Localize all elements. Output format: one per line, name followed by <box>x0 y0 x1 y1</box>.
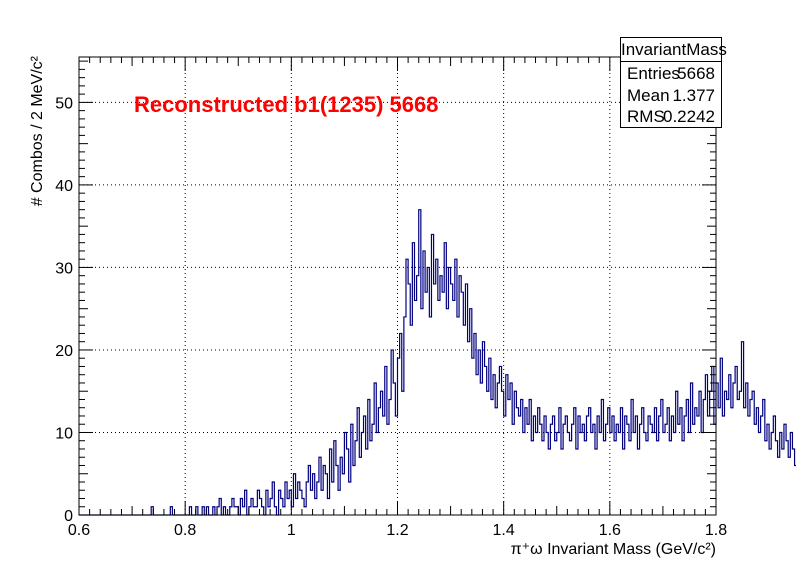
tick-labels: 0.6 0.8 1 1.2 1.4 1.6 1.8 0 10 20 30 40 50 <box>55 95 727 539</box>
histogram-series <box>79 209 796 516</box>
x-tick-label: 1.4 <box>493 522 515 539</box>
grid-lines <box>79 57 716 515</box>
stats-value: 1.377 <box>672 86 715 105</box>
stats-box: InvariantMass Entries 5668 Mean 1.377 RM… <box>620 37 727 128</box>
y-tick-label: 0 <box>64 508 73 525</box>
stats-value: 5668 <box>677 64 715 83</box>
stats-label: Mean <box>627 86 670 105</box>
x-tick-label: 1.6 <box>599 522 621 539</box>
y-tick-label: 50 <box>55 95 73 112</box>
x-tick-label: 0.8 <box>174 522 196 539</box>
stats-row-rms: RMS 0.2242 <box>627 106 715 128</box>
y-tick-label: 20 <box>55 343 73 360</box>
stats-label: Entries <box>627 64 680 83</box>
x-tick-label: 0.6 <box>68 522 90 539</box>
stats-value: 0.2242 <box>663 107 715 126</box>
y-tick-label: 30 <box>55 260 73 277</box>
stats-row-entries: Entries 5668 <box>627 63 715 85</box>
plot-annotation: Reconstructed b1(1235) 5668 <box>134 92 438 117</box>
stats-title: InvariantMass <box>621 38 727 62</box>
stats-label: RMS <box>627 107 665 126</box>
x-tick-label: 1.2 <box>386 522 408 539</box>
histogram-bars <box>79 209 796 516</box>
x-axis-label: π⁺ω Invariant Mass (GeV/c²) <box>511 541 716 558</box>
y-tick-label: 40 <box>55 178 73 195</box>
y-tick-label: 10 <box>55 425 73 442</box>
y-axis-label: # Combos / 2 MeV/c² <box>29 55 46 206</box>
stats-row-mean: Mean 1.377 <box>627 85 715 107</box>
x-tick-label: 1 <box>287 522 296 539</box>
x-tick-label: 1.8 <box>705 522 727 539</box>
